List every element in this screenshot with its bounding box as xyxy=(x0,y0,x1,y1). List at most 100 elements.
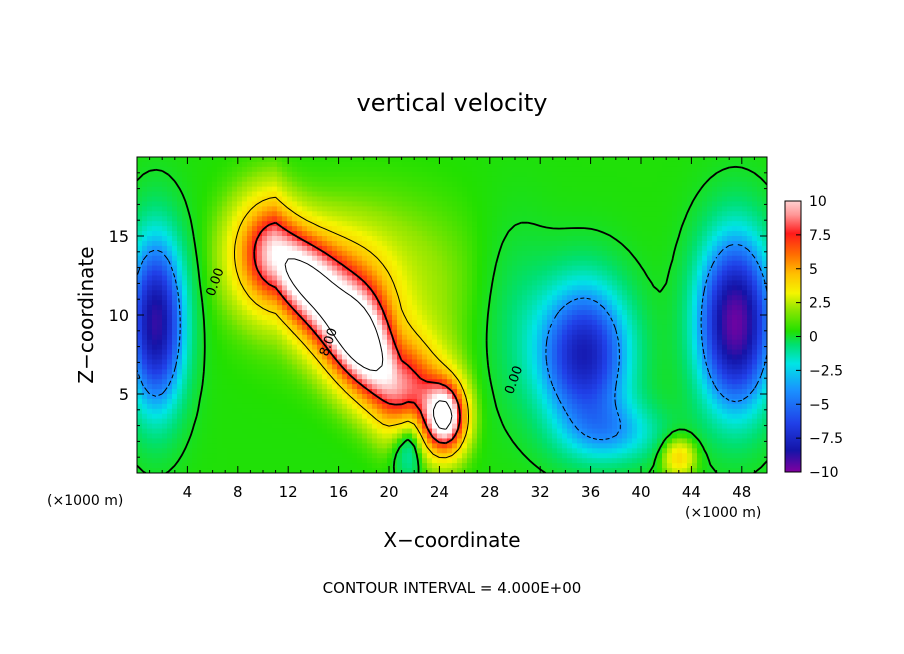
heatmap-cell xyxy=(502,448,508,454)
heatmap-cell xyxy=(182,157,188,163)
heatmap-cell xyxy=(402,275,408,282)
heatmap-cell xyxy=(377,463,383,469)
heatmap-cell xyxy=(302,374,308,380)
heatmap-cell xyxy=(487,236,493,242)
heatmap-cell xyxy=(387,448,393,454)
heatmap-cell xyxy=(217,443,223,449)
heatmap-cell xyxy=(502,255,508,262)
heatmap-cell xyxy=(502,443,508,449)
heatmap-cell xyxy=(212,359,218,365)
heatmap-cell xyxy=(307,354,313,361)
heatmap-cell xyxy=(187,245,193,252)
heatmap-cell xyxy=(212,260,218,267)
heatmap-cell xyxy=(352,285,358,291)
heatmap-cell xyxy=(152,191,158,198)
heatmap-cell xyxy=(142,319,148,326)
heatmap-cell xyxy=(162,221,168,227)
heatmap-cell xyxy=(237,453,243,459)
heatmap-cell xyxy=(392,250,398,257)
heatmap-cell xyxy=(342,236,348,242)
heatmap-cell xyxy=(412,324,418,331)
heatmap-cell xyxy=(472,334,478,341)
heatmap-cell xyxy=(172,389,178,395)
heatmap-cell xyxy=(342,315,348,321)
heatmap-cell xyxy=(527,161,533,168)
heatmap-cell xyxy=(142,280,148,286)
heatmap-cell xyxy=(347,310,353,316)
heatmap-cell xyxy=(157,334,163,341)
heatmap-cell xyxy=(517,408,523,415)
heatmap-cell xyxy=(287,443,293,449)
heatmap-cell xyxy=(352,384,358,390)
heatmap-cell xyxy=(242,226,248,232)
heatmap-cell xyxy=(437,448,443,454)
heatmap-cell xyxy=(492,157,498,163)
heatmap-cell xyxy=(242,310,248,316)
heatmap-cell xyxy=(302,394,308,400)
heatmap-cell xyxy=(412,275,418,282)
heatmap-cell xyxy=(432,319,438,326)
heatmap-cell xyxy=(497,161,503,168)
heatmap-cell xyxy=(432,334,438,341)
heatmap-cell xyxy=(507,290,513,296)
heatmap-cell xyxy=(452,315,458,321)
heatmap-cell xyxy=(302,443,308,449)
heatmap-cell xyxy=(487,166,493,173)
heatmap-cell xyxy=(407,280,413,286)
heatmap-cell xyxy=(262,359,268,365)
heatmap-cell xyxy=(227,236,233,242)
heatmap-cell xyxy=(342,423,348,430)
heatmap-cell xyxy=(247,250,253,257)
heatmap-cell xyxy=(282,324,288,331)
heatmap-cell xyxy=(142,265,148,272)
heatmap-cell xyxy=(462,285,468,291)
heatmap-cell xyxy=(147,418,153,425)
heatmap-cell xyxy=(182,418,188,425)
heatmap-cell xyxy=(157,231,163,237)
heatmap-cell xyxy=(327,359,333,365)
heatmap-cell xyxy=(342,186,348,193)
heatmap-cell xyxy=(487,186,493,193)
heatmap-cell xyxy=(387,369,393,375)
heatmap-cell xyxy=(432,468,438,473)
heatmap-cell xyxy=(267,250,273,257)
heatmap-cell xyxy=(407,453,413,459)
heatmap-cell xyxy=(487,280,493,286)
heatmap-cell xyxy=(472,329,478,336)
heatmap-cell xyxy=(297,408,303,415)
heatmap-cell xyxy=(387,260,393,267)
heatmap-cell xyxy=(367,300,373,306)
heatmap-cell xyxy=(212,300,218,306)
heatmap-cell xyxy=(427,453,433,459)
heatmap-cell xyxy=(432,315,438,321)
heatmap-cell xyxy=(347,290,353,296)
heatmap-cell xyxy=(507,280,513,286)
heatmap-cell xyxy=(217,260,223,267)
heatmap-cell xyxy=(157,161,163,168)
heatmap-cell xyxy=(492,319,498,326)
heatmap-cell xyxy=(517,329,523,336)
heatmap-cell xyxy=(242,181,248,188)
heatmap-cell xyxy=(282,448,288,454)
heatmap-cell xyxy=(227,280,233,286)
heatmap-cell xyxy=(277,428,283,435)
heatmap-cell xyxy=(502,418,508,425)
heatmap-cell xyxy=(422,285,428,291)
heatmap-cell xyxy=(262,280,268,286)
heatmap-cell xyxy=(462,324,468,331)
heatmap-cell xyxy=(332,364,338,370)
heatmap-cell xyxy=(467,413,473,420)
heatmap-cell xyxy=(447,295,453,301)
heatmap-cell xyxy=(272,270,278,277)
heatmap-cell xyxy=(192,463,198,469)
heatmap-cell xyxy=(237,369,243,375)
heatmap-cell xyxy=(522,236,528,242)
heatmap-cell xyxy=(347,354,353,361)
heatmap-cell xyxy=(472,384,478,390)
heatmap-cell xyxy=(222,250,228,257)
heatmap-cell xyxy=(257,364,263,370)
heatmap-cell xyxy=(322,240,328,247)
heatmap-cell xyxy=(477,398,483,405)
heatmap-cell xyxy=(467,211,473,217)
heatmap-cell xyxy=(462,443,468,449)
